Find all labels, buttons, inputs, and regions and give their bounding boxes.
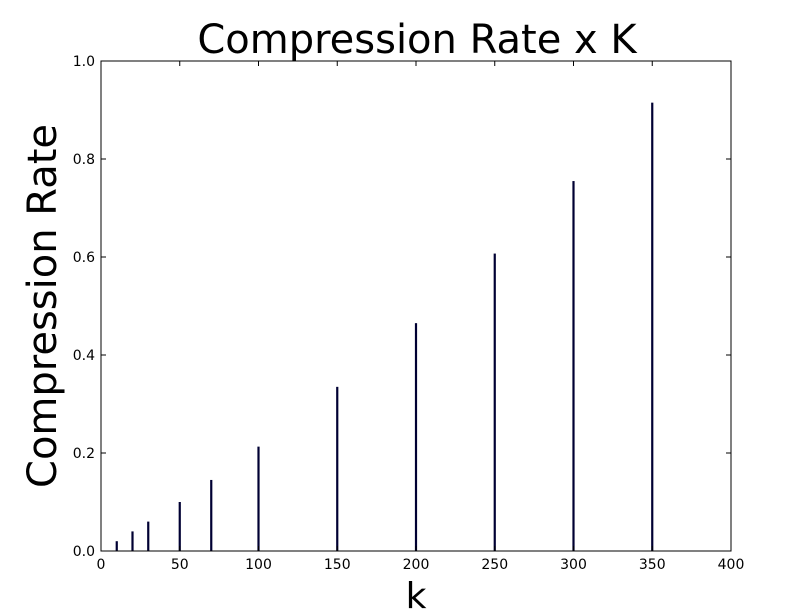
bar-k-30 — [147, 521, 150, 551]
y-axis-label: Compression Rate — [20, 124, 66, 488]
y-tick-label-0: 0.0 — [73, 544, 95, 560]
bar-k-300 — [572, 181, 575, 552]
bar-k-200 — [414, 323, 418, 551]
chart-title: Compression Rate x K — [197, 17, 638, 63]
x-axis-label: k — [406, 576, 427, 612]
ticks-group: 0 50 100 150 200 250 300 350 400 0.0 0.2 0.4 0.6 0.8 1… — [73, 54, 745, 573]
x-tick-label-200: 200 — [403, 557, 430, 573]
y-tick-label-0.6: 0.6 — [73, 250, 95, 266]
x-tick-label-100: 100 — [245, 557, 272, 573]
x-tick-label-0: 0 — [97, 557, 106, 573]
x-tick-label-50: 50 — [171, 557, 189, 573]
bar-k-70 — [210, 479, 213, 551]
bars-group — [115, 102, 654, 552]
plot-frame — [100, 60, 732, 552]
x-tick-label-350: 350 — [639, 557, 666, 573]
bar-k-150 — [336, 386, 339, 551]
bar-k-50 — [178, 502, 181, 551]
bar-k-250 — [493, 253, 496, 551]
x-tick-label-300: 300 — [560, 557, 587, 573]
x-tick-label-150: 150 — [324, 557, 351, 573]
bar-k-100 — [257, 446, 260, 551]
x-tick-label-250: 250 — [481, 557, 508, 573]
bar-k-350 — [651, 102, 654, 552]
y-tick-label-0.2: 0.2 — [73, 446, 95, 462]
x-tick-label-400: 400 — [718, 557, 745, 573]
bar-k-20 — [131, 531, 134, 551]
bar-k-10 — [115, 541, 118, 551]
y-tick-label-0.4: 0.4 — [73, 348, 95, 364]
y-tick-label-1: 1.0 — [73, 54, 95, 70]
y-tick-label-0.8: 0.8 — [73, 152, 95, 168]
